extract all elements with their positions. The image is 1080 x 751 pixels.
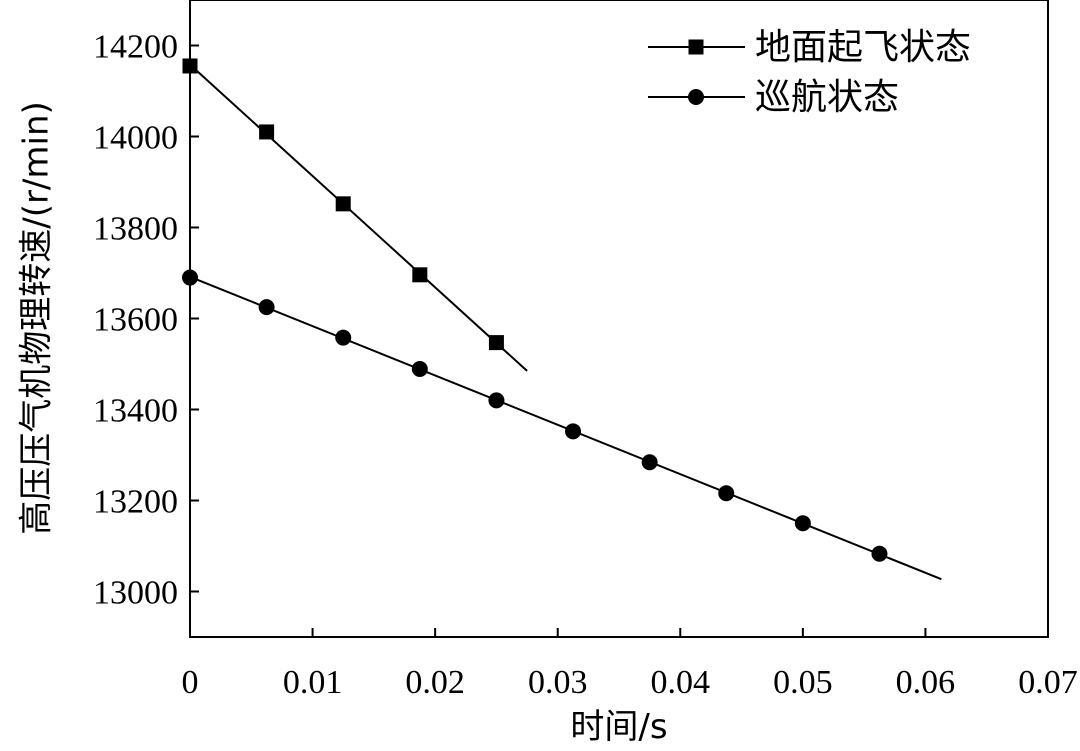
- x-tick-label: 0.06: [896, 664, 956, 701]
- ticks: 0 0.01 0.02 0.03 0.04 0.05 0.06 0.07 13000 13200 1…: [93, 29, 1078, 702]
- legend-item: 巡航状态: [648, 77, 899, 118]
- y-tick-label: 13000: [93, 575, 178, 612]
- data-point: [259, 124, 275, 140]
- data-point: [182, 58, 198, 74]
- y-tick-label: 13200: [93, 484, 178, 521]
- data-point: [641, 454, 658, 471]
- series-line: [189, 63, 528, 372]
- x-tick-label: 0.07: [1018, 664, 1078, 701]
- data-point: [871, 545, 888, 562]
- series-layer: [182, 58, 942, 581]
- plot-frame: [189, 0, 1049, 638]
- legend-marker: [688, 89, 704, 105]
- data-point: [488, 392, 505, 409]
- data-point: [718, 485, 735, 502]
- data-point: [794, 515, 811, 532]
- legend-item: 地面起飞状态: [648, 27, 971, 68]
- y-tick-label: 13600: [93, 302, 178, 339]
- legend-label: 地面起飞状态: [755, 27, 971, 68]
- series-line: [189, 275, 942, 581]
- data-point: [335, 196, 351, 212]
- y-axis-title: 高压压气机物理转速/(r/min): [17, 101, 57, 535]
- data-point: [565, 423, 582, 440]
- data-point: [258, 299, 275, 316]
- x-tick-label: 0.04: [651, 664, 711, 701]
- x-tick-label: 0: [182, 664, 199, 701]
- y-axis-title-text: 高压压气机物理转速/(r/min): [17, 101, 57, 535]
- data-point: [412, 267, 428, 283]
- data-point: [488, 335, 504, 351]
- y-tick-label: 14200: [93, 29, 178, 66]
- y-tick-label: 13400: [93, 393, 178, 430]
- series-2: [182, 269, 942, 581]
- y-tick-label: 13800: [93, 211, 178, 248]
- data-point: [411, 361, 428, 378]
- data-point: [335, 329, 352, 346]
- x-tick-label: 0.01: [283, 664, 343, 701]
- x-tick-label: 0.03: [528, 664, 588, 701]
- series-1: [182, 58, 528, 372]
- legend-marker: [688, 39, 704, 55]
- x-axis-title: 时间/s: [570, 707, 667, 747]
- x-tick-label: 0.05: [773, 664, 833, 701]
- data-point: [182, 269, 198, 286]
- x-tick-label: 0.02: [405, 664, 465, 701]
- legend-label: 巡航状态: [755, 77, 899, 118]
- y-tick-label: 14000: [93, 120, 178, 157]
